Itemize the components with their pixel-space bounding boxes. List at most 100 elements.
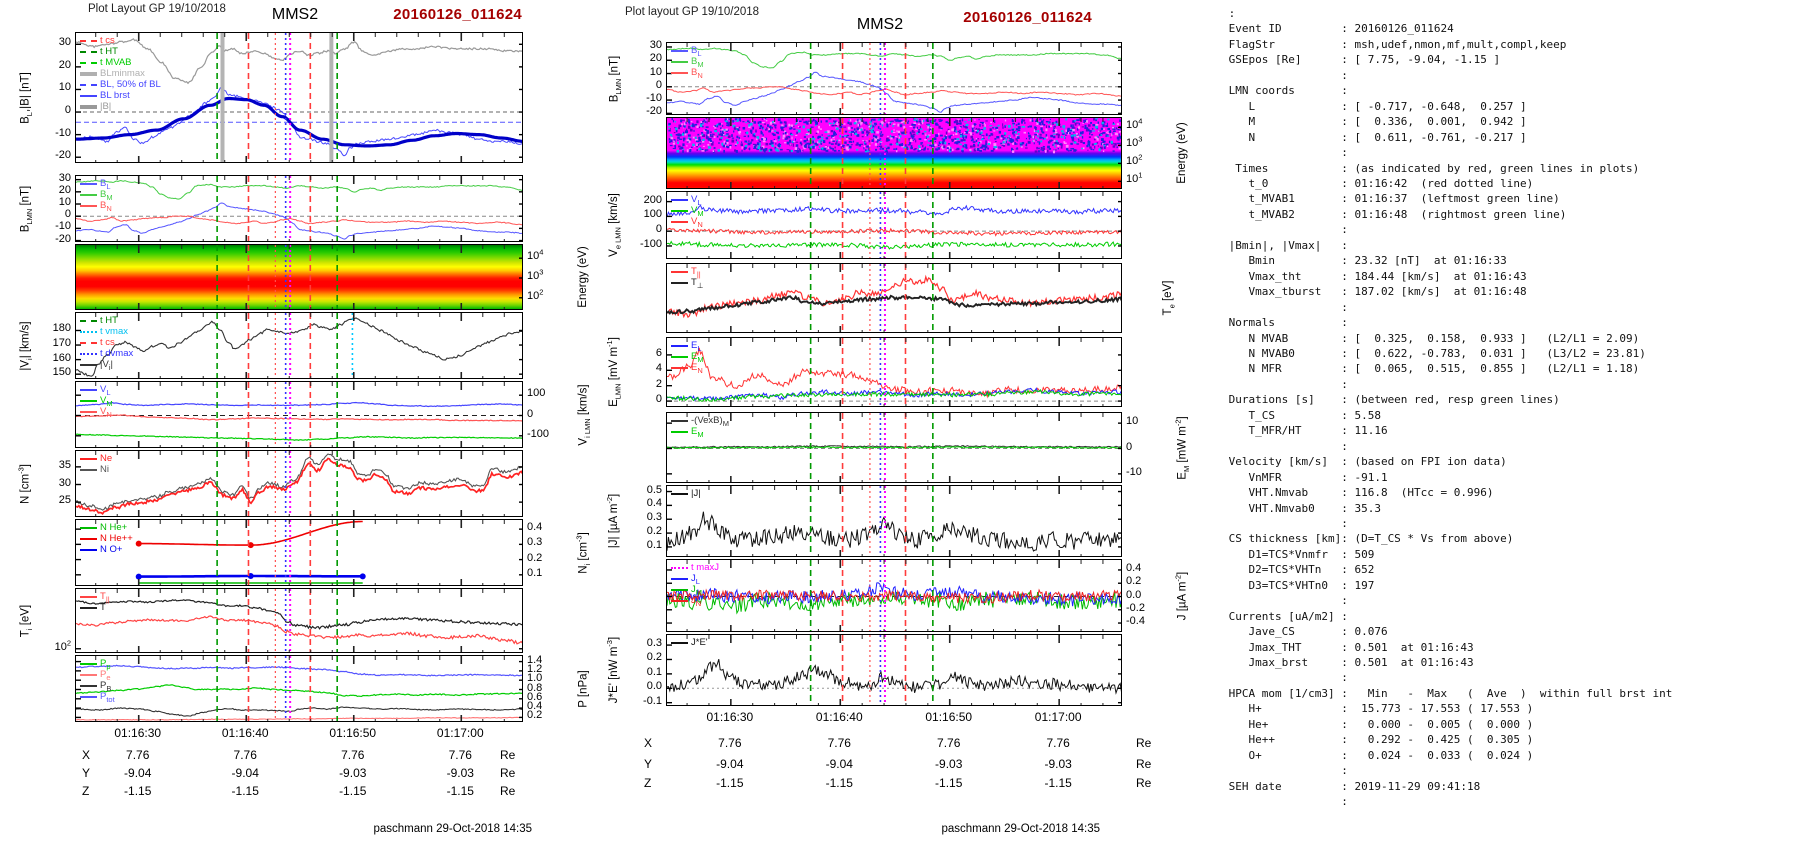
y-tick-label: 0.3 bbox=[646, 511, 662, 524]
legend-swatch bbox=[80, 204, 97, 207]
legend-label: |J| bbox=[691, 488, 701, 499]
ephemeris-value: 7.76 bbox=[341, 748, 365, 762]
series-V_L bbox=[76, 401, 522, 408]
time-tick-label: 01:16:30 bbox=[706, 710, 754, 724]
legend-label: t maxJ bbox=[691, 562, 719, 573]
legend-item: |B| bbox=[80, 101, 161, 112]
density-canvas bbox=[76, 451, 522, 516]
y-tick-label: -10 bbox=[646, 92, 662, 105]
legend-item: -(VexB)M bbox=[671, 415, 729, 428]
y-axis-label: ELMN [mV m-1] bbox=[605, 337, 623, 407]
y-axis-label: BLMN [nT] bbox=[19, 185, 34, 232]
legend-item: EL bbox=[671, 340, 704, 352]
ephemeris-value: 7.76 bbox=[126, 748, 150, 762]
legend-item: Ptot bbox=[80, 691, 115, 703]
ephemeris-unit: Re bbox=[1136, 757, 1152, 771]
legend-swatch bbox=[671, 492, 688, 495]
legend-item: BL, 50% of BL bbox=[80, 79, 161, 90]
series-P_B bbox=[76, 706, 522, 717]
y-tick-label: 0 bbox=[655, 78, 662, 91]
legend-item: BM bbox=[671, 56, 704, 68]
legend-label: VL bbox=[691, 194, 702, 207]
legend-label: t HT bbox=[100, 315, 118, 326]
legend-label: VM bbox=[100, 395, 113, 408]
legend-swatch bbox=[80, 457, 97, 460]
b-lmn-canvas bbox=[76, 176, 522, 241]
legend-swatch bbox=[80, 83, 97, 86]
legend-swatch bbox=[80, 50, 97, 53]
legend-swatch bbox=[80, 526, 97, 529]
legend-swatch bbox=[671, 430, 688, 433]
legend-label: Pp bbox=[100, 658, 111, 671]
y-tick-label: 0 bbox=[64, 104, 71, 117]
legend-item: T⊥ bbox=[671, 277, 703, 289]
ephemeris-value: -9.04 bbox=[231, 766, 259, 780]
legend: -(VexB)M EM bbox=[671, 415, 729, 438]
footer-credit: paschmann 29-Oct-2018 14:35 bbox=[941, 823, 1100, 835]
ephemeris-unit: Re bbox=[1136, 776, 1152, 790]
y-tick-label: 0.2 bbox=[1126, 575, 1142, 588]
y-tick-label: -100 bbox=[527, 427, 550, 440]
legend-swatch bbox=[80, 182, 97, 185]
y-axis-label: |Vi| [km/s] bbox=[19, 320, 34, 371]
series-Ni bbox=[76, 453, 522, 511]
ephemeris-value: 7.76 bbox=[233, 748, 257, 762]
legend-label: JL bbox=[691, 573, 700, 586]
vi-lmn-canvas bbox=[76, 382, 522, 447]
legend-label: EM bbox=[691, 351, 704, 364]
legend-swatch bbox=[671, 366, 688, 369]
series-J_mag bbox=[667, 511, 1121, 552]
y-tick-label: 0.0 bbox=[1126, 588, 1142, 601]
series-V_N bbox=[76, 414, 522, 422]
series-V_L bbox=[667, 204, 1121, 218]
e-lmn-canvas bbox=[667, 338, 1121, 406]
legend-swatch bbox=[80, 684, 97, 687]
y-tick-label: 0 bbox=[527, 407, 534, 420]
y-tick-label: 20 bbox=[649, 52, 662, 65]
panel-b-lmn-e bbox=[666, 42, 1122, 115]
legend-swatch bbox=[80, 341, 97, 344]
panel-electron-spectrogram bbox=[666, 117, 1122, 189]
legend-swatch bbox=[80, 548, 97, 551]
y-tick-label: 160 bbox=[52, 351, 71, 364]
ephemeris-row-label: Y bbox=[82, 766, 91, 780]
legend-swatch bbox=[671, 344, 688, 347]
ephemeris-value: -1.15 bbox=[935, 776, 963, 790]
legend-item: t cs bbox=[80, 35, 161, 46]
series-V_M bbox=[667, 240, 1121, 250]
y-tick-label: 103 bbox=[1126, 134, 1143, 150]
j-mag-canvas bbox=[667, 486, 1121, 556]
legend-item: t maxJ bbox=[671, 562, 719, 573]
legend-label: T bbox=[100, 602, 106, 613]
y-axis-label: BL,|B| [nT] bbox=[19, 71, 34, 124]
y-axis-label: BLMN [nT] bbox=[608, 55, 623, 102]
series-B_L bbox=[76, 202, 522, 240]
legend-item: VM bbox=[671, 205, 704, 217]
series-E_M bbox=[667, 388, 1121, 403]
y-axis-label: J*E' [nW m-3] bbox=[605, 636, 620, 704]
panel-vi-mag bbox=[75, 312, 523, 379]
ephemeris-row-label: X bbox=[644, 736, 653, 750]
legend-label: -(VexB)M bbox=[691, 415, 729, 428]
series-P_tot bbox=[76, 664, 522, 677]
y-tick-label: 100 bbox=[643, 208, 662, 221]
ephemeris-value: -1.15 bbox=[231, 784, 259, 798]
legend-item: EM bbox=[671, 351, 704, 364]
legend-item: BN bbox=[80, 200, 113, 212]
legend-swatch bbox=[80, 673, 97, 676]
series-Ne bbox=[76, 457, 522, 516]
y-tick-label: -20 bbox=[55, 232, 71, 245]
legend: EL EM EN bbox=[671, 340, 704, 374]
series-Bmag bbox=[76, 38, 522, 85]
legend-item: BM bbox=[80, 189, 113, 201]
legend: N He+ N He++ N O+ bbox=[80, 522, 133, 555]
legend-swatch bbox=[80, 662, 97, 665]
y-tick-label: 0.5 bbox=[646, 483, 662, 496]
legend-label: J*E' bbox=[691, 637, 708, 648]
series-JdotE bbox=[667, 659, 1121, 695]
y-tick-label: -20 bbox=[55, 149, 71, 162]
bl-b-canvas bbox=[76, 33, 522, 162]
time-tick-label: 01:16:30 bbox=[114, 726, 162, 740]
legend-label: BN bbox=[691, 67, 703, 80]
legend-swatch bbox=[671, 599, 688, 602]
